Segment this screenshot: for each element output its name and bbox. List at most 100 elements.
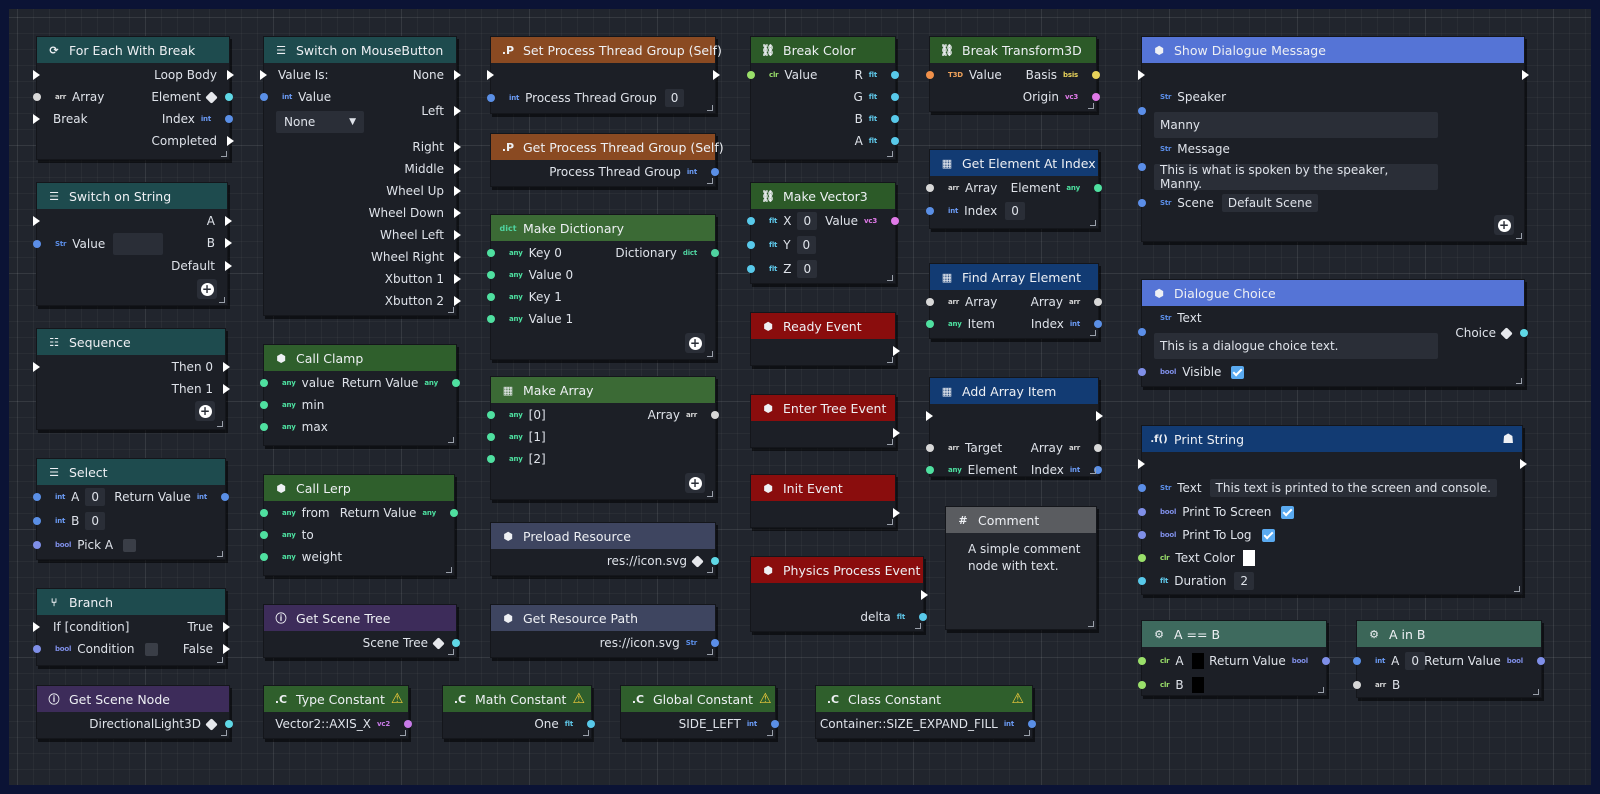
element-out-pin[interactable] [1094, 184, 1102, 192]
exec-out-pin[interactable] [1520, 459, 1527, 469]
wheel-right-exec-pin[interactable] [454, 252, 461, 262]
value-out-pin[interactable] [771, 720, 779, 728]
return-pin[interactable] [450, 509, 458, 517]
node-get-resource-path[interactable]: ⬢ Get Resource Path res://icon.svg Str [490, 604, 719, 658]
target-pin[interactable] [926, 444, 934, 452]
node-header[interactable]: ⬢ Call Lerp [264, 475, 454, 501]
resize-handle[interactable] [887, 357, 893, 363]
z-pin[interactable] [747, 265, 755, 273]
break-exec-pin[interactable] [33, 114, 40, 124]
scene-input[interactable]: Default Scene [1221, 194, 1319, 212]
node-find-array-element[interactable]: ▦ Find Array Element arr Array Array arr an… [926, 263, 1102, 339]
none-exec-pin[interactable] [454, 70, 461, 80]
speaker-pin[interactable] [1138, 107, 1146, 115]
node-sequence[interactable]: ☷ Sequence Then 0 Then 1 + [33, 328, 230, 430]
array-out-pin[interactable] [1094, 298, 1102, 306]
resize-handle[interactable] [221, 151, 227, 157]
from-pin[interactable] [260, 509, 268, 517]
node-header[interactable]: ⬢ Show Dialogue Message [1142, 37, 1524, 63]
node-get-element-at-index[interactable]: ▦ Get Element At Index arr Array Element an… [926, 149, 1102, 229]
node-for-each-with-break[interactable]: ⟳ For Each With Break Loop Body arr Array … [33, 36, 234, 160]
node-header[interactable]: # Comment [946, 507, 1096, 533]
comment-text[interactable]: A simple comment node with text. [968, 542, 1081, 573]
node-out-pin[interactable] [225, 720, 233, 728]
node-header[interactable]: ⬢ Physics Process Event [751, 557, 923, 583]
index-pin[interactable] [225, 115, 233, 123]
node-header[interactable]: ⛓ Make Vector3 [751, 183, 895, 209]
resize-handle[interactable] [915, 623, 921, 629]
duration-input[interactable]: 2 [1234, 572, 1254, 590]
resize-handle[interactable] [707, 567, 713, 573]
resize-handle[interactable] [1533, 689, 1539, 695]
node-header[interactable]: .f() Print String ☗ [1142, 426, 1522, 452]
node-global-constant[interactable]: .C Global Constant ⚠ SIDE_LEFT int [620, 685, 779, 739]
print-to-screen-checkbox[interactable] [1281, 505, 1295, 519]
key1-pin[interactable] [487, 293, 495, 301]
node-class-constant[interactable]: .C Class Constant ⚠ Container::SIZE_EXPAND… [815, 685, 1036, 739]
text-pin[interactable] [1138, 328, 1146, 336]
node-header[interactable]: ▦ Add Array Item [930, 378, 1098, 404]
node-header[interactable]: ⟳ For Each With Break [37, 37, 229, 63]
node-header[interactable]: ☰ Select [37, 459, 225, 485]
resize-handle[interactable] [446, 567, 452, 573]
false-exec-pin[interactable] [223, 644, 230, 654]
item0-pin[interactable] [487, 411, 495, 419]
mousebutton-dropdown[interactable]: None ▼ [276, 111, 364, 133]
node-header[interactable]: .C Type Constant ⚠ [264, 686, 408, 712]
default-exec-pin[interactable] [225, 261, 232, 271]
resize-handle[interactable] [1090, 220, 1096, 226]
value-pin[interactable] [260, 93, 268, 101]
node-header[interactable]: ⬢ Dialogue Choice [1142, 280, 1524, 306]
return-pin[interactable] [1322, 657, 1330, 665]
return-pin[interactable] [221, 493, 229, 501]
exec-out-pin[interactable] [1096, 411, 1103, 421]
node-header[interactable]: ▦ Get Element At Index [930, 150, 1098, 176]
node-header[interactable]: ⬢ Init Event [751, 475, 895, 501]
exec-in-pin[interactable] [33, 70, 40, 80]
ptg-out-pin[interactable] [711, 168, 719, 176]
node-header[interactable]: ☰ Switch on String [37, 183, 227, 209]
xbutton1-exec-pin[interactable] [454, 274, 461, 284]
a-pin[interactable] [1138, 657, 1146, 665]
origin-pin[interactable] [1092, 93, 1100, 101]
node-header[interactable]: ▦ Make Array [491, 377, 715, 403]
node-header[interactable]: ⓘ Get Scene Node [37, 686, 229, 712]
true-exec-pin[interactable] [223, 622, 230, 632]
exec-in-pin[interactable] [33, 216, 40, 226]
node-header[interactable]: ⬢ Get Resource Path [491, 605, 715, 631]
duration-pin[interactable] [1138, 577, 1146, 585]
exec-out-pin[interactable] [893, 346, 900, 356]
middle-exec-pin[interactable] [454, 164, 461, 174]
item-pin[interactable] [926, 320, 934, 328]
exec-out-pin[interactable] [227, 70, 234, 80]
node-break-transform3d[interactable]: ⛓ Break Transform3D T3D Value Basis bsis Or… [926, 36, 1100, 112]
exec-in-pin[interactable] [33, 622, 40, 632]
node-switch-on-string[interactable]: ☰ Switch on String A Str Value B Default + [33, 182, 232, 306]
array-out-pin[interactable] [1094, 444, 1102, 452]
scene-tree-pin[interactable] [452, 639, 460, 647]
node-switch-on-mousebutton[interactable]: ☰ Switch on MouseButton Value Is: None in… [260, 36, 461, 316]
add-output-button[interactable]: + [195, 401, 215, 421]
node-header[interactable]: .C Math Constant ⚠ [443, 686, 591, 712]
r-pin[interactable] [891, 71, 899, 79]
resize-handle[interactable] [887, 439, 893, 445]
basis-pin[interactable] [1092, 71, 1100, 79]
node-header[interactable]: ⬢ Preload Resource [491, 523, 715, 549]
resize-handle[interactable] [217, 421, 223, 427]
x-pin[interactable] [747, 217, 755, 225]
b-pin[interactable] [33, 517, 41, 525]
node-header[interactable]: ⑂ Branch [37, 589, 225, 615]
node-show-dialogue-message[interactable]: ⬢ Show Dialogue Message Str Speaker Manny … [1138, 36, 1529, 242]
color-pin[interactable] [1138, 554, 1146, 562]
resize-handle[interactable] [767, 730, 773, 736]
add-option-button[interactable]: + [1494, 215, 1514, 235]
dict-out-pin[interactable] [711, 249, 719, 257]
resize-handle[interactable] [1516, 233, 1522, 239]
element-pin[interactable] [225, 93, 233, 101]
node-header[interactable]: dict Make Dictionary [491, 215, 715, 241]
b-exec-pin[interactable] [225, 238, 232, 248]
add-entry-button[interactable]: + [685, 333, 705, 353]
text-input[interactable]: This text is printed to the screen and c… [1209, 479, 1497, 497]
return-pin[interactable] [452, 379, 460, 387]
